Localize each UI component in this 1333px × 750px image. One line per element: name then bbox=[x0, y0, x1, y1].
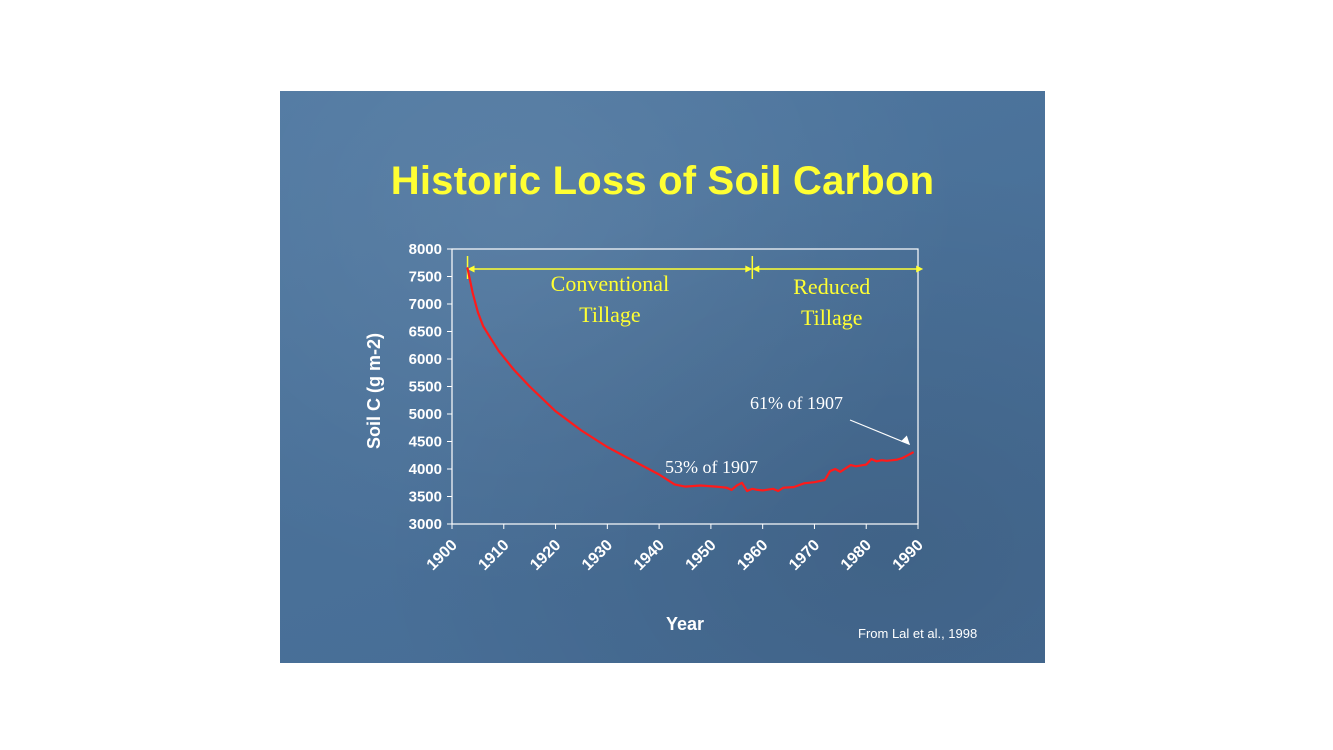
y-tick-label: 5000 bbox=[409, 406, 442, 423]
annotation-arrow-line bbox=[849, 419, 911, 446]
slide-background: Historic Loss of Soil Carbon 8000 7500 700… bbox=[280, 91, 1045, 663]
y-tick-label: 7000 bbox=[409, 296, 442, 313]
x-tick-label: 1900 bbox=[424, 537, 461, 574]
y-tick-label: 6000 bbox=[409, 351, 442, 368]
x-tick-label: 1960 bbox=[734, 537, 771, 574]
soil-carbon-series-line bbox=[466, 267, 914, 493]
phase-arrow-head-right bbox=[916, 265, 924, 273]
x-axis-ticks: 1900 1910 1920 1930 1940 1950 1960 1970 1980 1990 bbox=[424, 524, 927, 574]
phase-label-line2: Tillage bbox=[579, 302, 641, 327]
y-tick-label: 8000 bbox=[409, 241, 442, 258]
phase-label-line1: Conventional bbox=[551, 271, 670, 296]
annotation-61-percent: 61% of 1907 bbox=[750, 393, 843, 413]
slide-title: Historic Loss of Soil Carbon bbox=[390, 159, 935, 203]
y-tick-label: 4000 bbox=[409, 461, 442, 478]
x-tick-label: 1940 bbox=[631, 537, 668, 574]
x-tick-label: 1990 bbox=[890, 537, 927, 574]
y-tick-label: 6500 bbox=[409, 324, 442, 341]
y-tick-label: 7500 bbox=[409, 269, 442, 286]
x-tick-label: 1920 bbox=[527, 537, 564, 574]
x-tick-label: 1950 bbox=[683, 537, 720, 574]
y-axis-title: Soil C (g m-2) bbox=[364, 333, 384, 449]
y-tick-label: 5500 bbox=[409, 379, 442, 396]
y-axis-ticks: 8000 7500 7000 6500 6000 5500 5000 4500 4000 3500… bbox=[409, 241, 452, 533]
annotation-arrow-head bbox=[900, 435, 910, 445]
y-tick-label: 4500 bbox=[409, 434, 442, 451]
phase-arrow-head-left bbox=[467, 265, 475, 273]
x-tick-label: 1980 bbox=[838, 537, 875, 574]
annotations: 53% of 1907 61% of 1907 bbox=[665, 393, 911, 477]
soil-carbon-chart: 8000 7500 7000 6500 6000 5500 5000 4500 4000 3500… bbox=[364, 241, 927, 634]
source-note: From Lal et al., 1998 bbox=[858, 626, 978, 641]
x-axis-title: Year bbox=[666, 614, 704, 634]
y-tick-label: 3500 bbox=[409, 489, 442, 506]
y-tick-label: 3000 bbox=[409, 516, 442, 533]
phase-arrow-head-left bbox=[752, 265, 760, 273]
x-tick-label: 1910 bbox=[475, 537, 512, 574]
annotation-53-percent: 53% of 1907 bbox=[665, 457, 758, 477]
x-tick-label: 1970 bbox=[786, 537, 823, 574]
tillage-phases: Conventional Tillage Reduced Tillage bbox=[466, 256, 924, 330]
phase-label-line1: Reduced bbox=[793, 274, 870, 299]
series-layer bbox=[466, 267, 914, 493]
phase-arrow-head-right bbox=[745, 265, 753, 273]
phase-label-line2: Tillage bbox=[801, 305, 863, 330]
x-tick-label: 1930 bbox=[579, 537, 616, 574]
